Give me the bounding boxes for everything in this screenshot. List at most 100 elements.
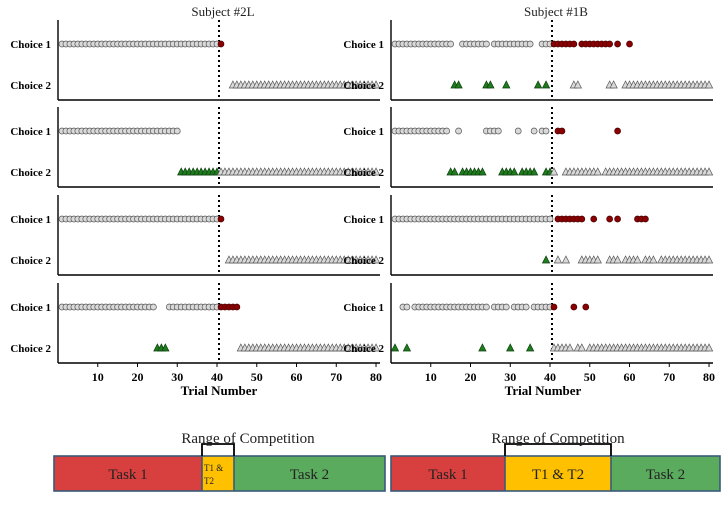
choice1-point bbox=[483, 40, 490, 48]
x-tick-label: 30 bbox=[171, 370, 183, 384]
choice2-point bbox=[454, 80, 463, 89]
choice2-point bbox=[704, 167, 714, 176]
choice1-point bbox=[558, 127, 566, 135]
choice1-point bbox=[526, 40, 534, 48]
panel: Choice 1 Choice 2 bbox=[343, 107, 714, 188]
choice1-point bbox=[578, 215, 586, 223]
range-of-competition-label: Range of Competition bbox=[491, 431, 625, 447]
choice2-point bbox=[478, 167, 487, 176]
choice1-point bbox=[173, 127, 181, 135]
panel: Choice 1 Choice 2 bbox=[10, 107, 381, 188]
x-axis-title: Trial Number bbox=[505, 383, 582, 398]
choice1-point bbox=[606, 40, 613, 48]
row-label-choice-1: Choice 1 bbox=[343, 302, 384, 314]
choice2-point bbox=[593, 255, 602, 264]
choice2-point bbox=[561, 255, 571, 264]
choice1-point bbox=[494, 127, 502, 135]
panel: Choice 1 Choice 2 bbox=[10, 283, 381, 364]
choice2-point bbox=[510, 167, 519, 176]
row-label-choice-2: Choice 2 bbox=[10, 343, 51, 355]
overlap-label: T2 bbox=[204, 476, 214, 486]
subject-title: Subject #2L bbox=[191, 4, 254, 19]
choice2-point bbox=[649, 255, 658, 264]
choice2-point bbox=[541, 255, 551, 264]
x-tick-label: 60 bbox=[624, 370, 636, 384]
x-tick-label: 10 bbox=[92, 370, 104, 384]
choice2-point bbox=[450, 167, 459, 176]
x-tick-label: 10 bbox=[425, 370, 437, 384]
panel: Choice 1 Choice 2 bbox=[343, 283, 714, 364]
task1-label: Task 1 bbox=[108, 467, 147, 483]
task1-label: Task 1 bbox=[428, 467, 467, 483]
choice1-point bbox=[626, 40, 633, 48]
choice2-point bbox=[541, 80, 551, 89]
task2-segment bbox=[234, 456, 385, 491]
choice1-point bbox=[542, 127, 550, 135]
x-tick-label: 40 bbox=[211, 370, 223, 384]
x-tick-label: 40 bbox=[544, 370, 556, 384]
choice1-point bbox=[502, 303, 510, 311]
choice2-point bbox=[704, 255, 714, 264]
choice2-point bbox=[402, 343, 412, 352]
x-tick-label: 60 bbox=[291, 370, 303, 384]
choice1-point bbox=[614, 40, 621, 48]
subject-title: Subject #1B bbox=[524, 4, 588, 19]
task2-label: Task 2 bbox=[646, 467, 685, 483]
choice1-point bbox=[233, 303, 241, 311]
choice2-point bbox=[565, 343, 575, 352]
panel: Choice 1 Choice 2 bbox=[10, 195, 381, 276]
legend-bar-border bbox=[53, 455, 386, 492]
row-label-choice-2: Choice 2 bbox=[343, 343, 384, 355]
x-tick-label: 50 bbox=[251, 370, 263, 384]
choice2-point bbox=[577, 343, 586, 352]
choice1-point bbox=[522, 303, 530, 311]
row-label-choice-1: Choice 1 bbox=[10, 126, 51, 138]
task1-segment bbox=[54, 456, 202, 491]
choice2-point bbox=[633, 255, 642, 264]
x-tick-label: 50 bbox=[584, 370, 596, 384]
x-tick-label: 20 bbox=[132, 370, 144, 384]
choice2-point bbox=[573, 80, 583, 89]
range-of-competition-label: Range of Competition bbox=[181, 431, 315, 447]
choice1-point bbox=[447, 40, 454, 48]
range-bracket bbox=[201, 443, 235, 456]
choice2-point bbox=[704, 80, 714, 89]
choice2-point bbox=[486, 80, 495, 89]
choice2-point bbox=[478, 343, 487, 352]
x-axes: 10 20 30 40 50 60 70 80 Trial Number 10 20 30 40 50 60… bbox=[92, 363, 715, 398]
row-label-choice-1: Choice 1 bbox=[343, 126, 384, 138]
choice2-point bbox=[502, 80, 511, 89]
task2-label: Task 2 bbox=[290, 467, 329, 483]
overlap-segment bbox=[202, 456, 234, 491]
row-label-choice-2: Choice 2 bbox=[343, 255, 384, 267]
row-label-choice-2: Choice 2 bbox=[10, 80, 51, 92]
panel: Choice 1 Choice 2 bbox=[10, 20, 381, 101]
legend-bar: Task 1 Task 2 T1 & T2 Range of Competition bbox=[390, 431, 721, 492]
choice2-point bbox=[533, 80, 543, 89]
choice1-point bbox=[546, 215, 554, 223]
x-tick-label: 80 bbox=[370, 370, 382, 384]
range-bracket bbox=[504, 443, 612, 456]
row-label-choice-2: Choice 2 bbox=[343, 80, 384, 92]
choice1-point bbox=[642, 215, 649, 223]
choice2-point bbox=[593, 167, 602, 176]
choice1-point bbox=[455, 127, 462, 135]
choice2-point bbox=[553, 255, 563, 264]
row-label-choice-2: Choice 2 bbox=[10, 167, 51, 179]
choice2-point bbox=[506, 343, 515, 352]
legend-bar-border bbox=[390, 455, 721, 492]
choice2-point bbox=[525, 343, 535, 352]
task1-segment bbox=[391, 456, 505, 491]
panel: Choice 1 Choice 2 bbox=[343, 195, 714, 276]
choice2-point bbox=[371, 80, 381, 89]
choice1-point bbox=[614, 215, 621, 223]
choice1-point bbox=[570, 40, 578, 48]
choice2-point bbox=[371, 167, 381, 176]
choice2-point bbox=[549, 167, 559, 176]
choice1-point bbox=[570, 303, 578, 311]
choice1-point bbox=[483, 303, 490, 311]
overlap-label: T1 & T2 bbox=[532, 467, 584, 483]
choice1-point bbox=[606, 215, 613, 223]
